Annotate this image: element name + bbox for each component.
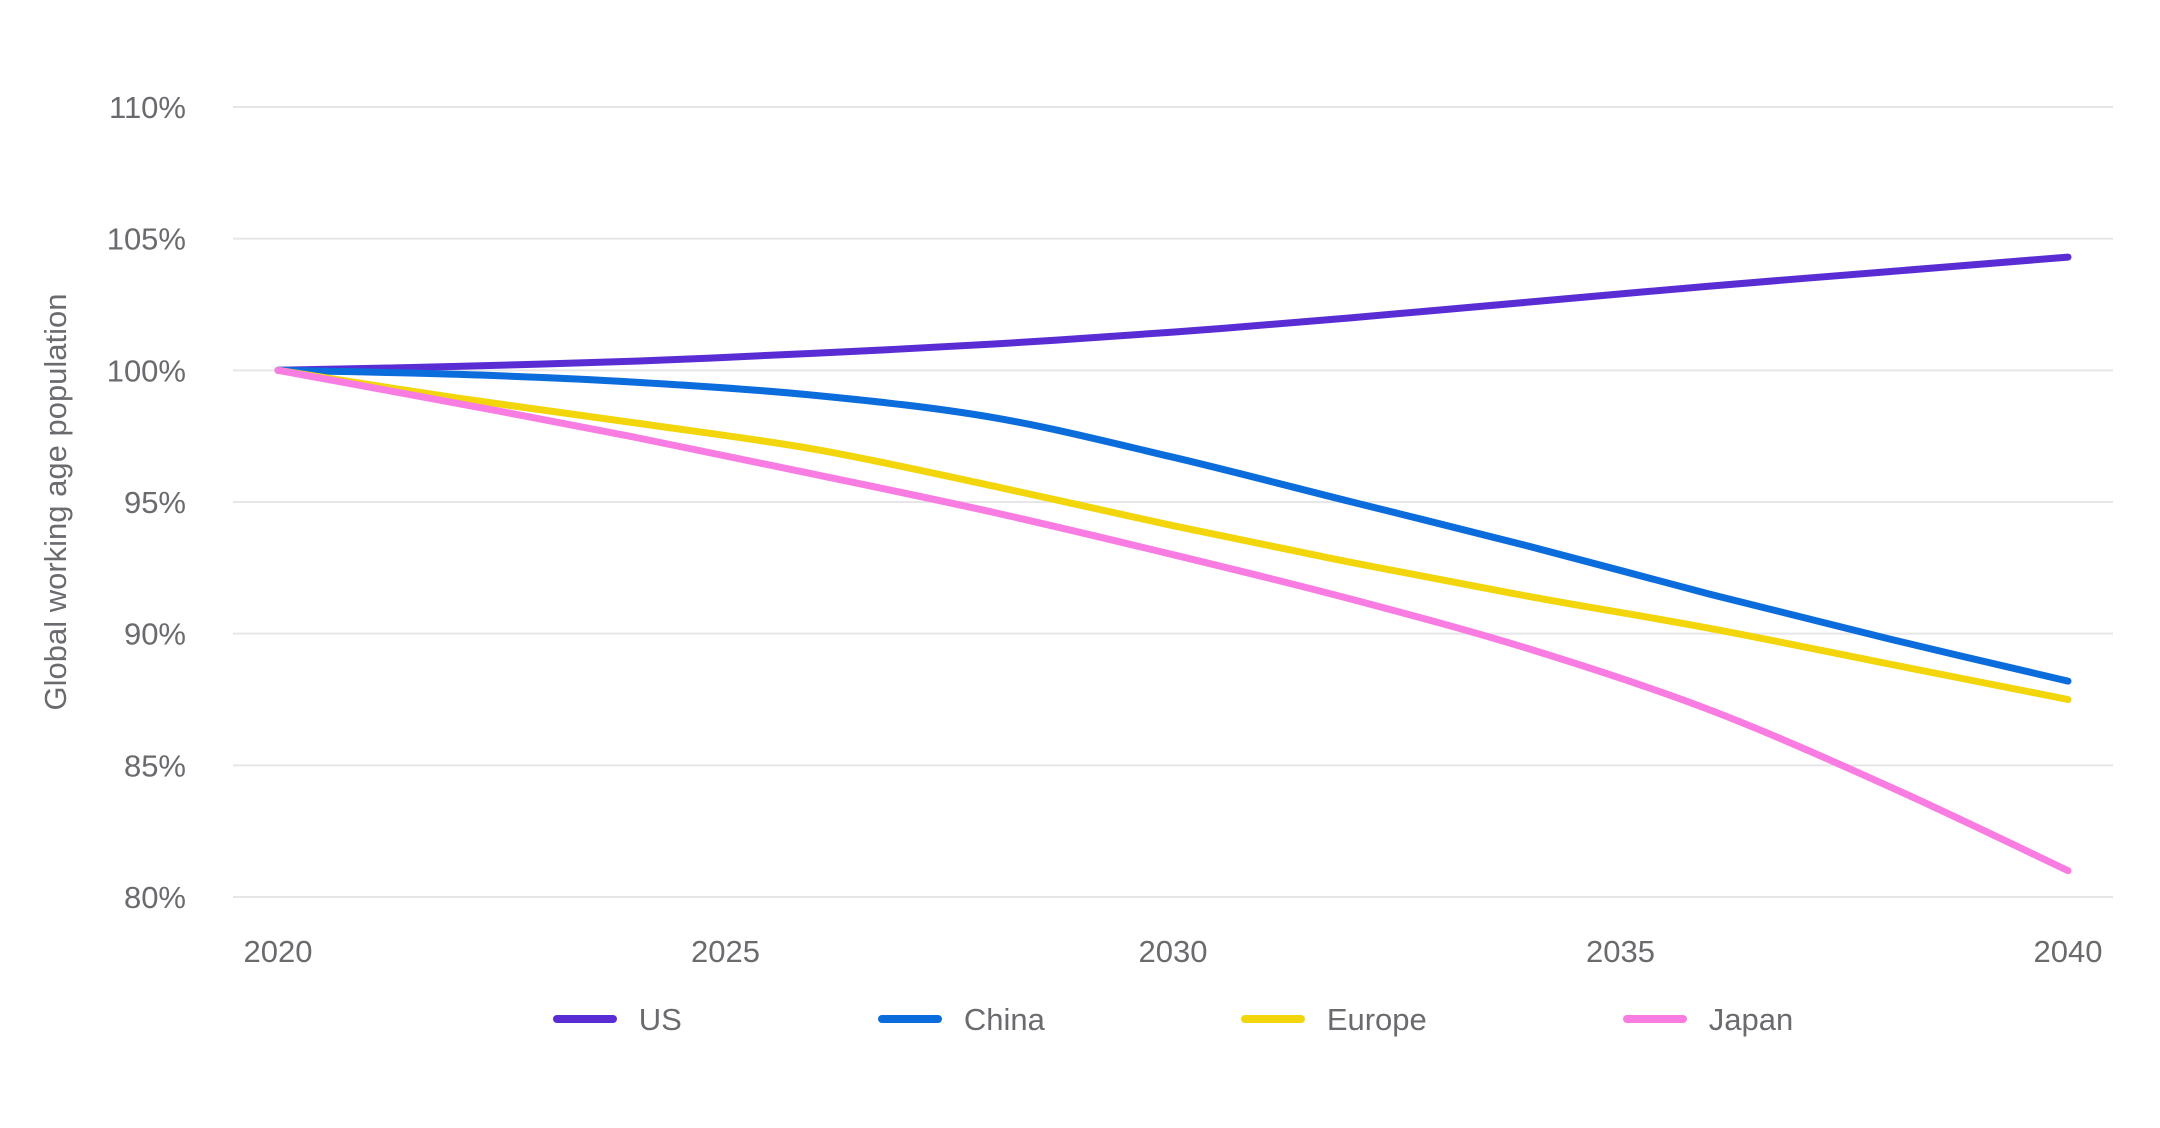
y-axis-tick-labels: 110% 105% 100% 95% 90% 85% 80% (107, 90, 186, 915)
y-tick-label: 105% (107, 222, 186, 257)
y-tick-label: 80% (124, 880, 186, 915)
legend-item-europe[interactable]: Europe (1240, 1001, 1427, 1037)
x-tick-label: 2030 (1139, 934, 1208, 969)
gridlines-group (233, 106, 2113, 898)
legend-swatch-china (877, 1015, 942, 1023)
legend-item-china[interactable]: China (877, 1001, 1045, 1037)
legend-item-us[interactable]: US (552, 1001, 682, 1037)
legend-swatch-europe (1240, 1015, 1305, 1023)
series-line-japan (274, 366, 2072, 875)
y-axis-title: Global working age population (38, 293, 73, 710)
series-line-europe (274, 366, 2072, 703)
x-axis-tick-labels: 2020 2025 2030 2035 2040 (244, 934, 2103, 969)
x-tick-label: 2040 (2034, 934, 2103, 969)
y-tick-label: 110% (109, 90, 186, 125)
x-tick-label: 2035 (1586, 934, 1655, 969)
y-tick-label: 85% (124, 748, 186, 783)
legend-item-japan[interactable]: Japan (1622, 1001, 1794, 1037)
x-tick-label: 2025 (691, 934, 760, 969)
x-tick-label: 2020 (244, 934, 313, 969)
legend-swatch-japan (1622, 1015, 1687, 1023)
series-line-us (274, 253, 2072, 374)
y-tick-label: 95% (124, 485, 186, 520)
y-tick-label: 100% (107, 353, 186, 388)
series-line-china (274, 366, 2072, 685)
legend-label-us: US (638, 1001, 682, 1037)
legend-label-china: China (963, 1001, 1045, 1037)
legend-label-japan: Japan (1708, 1001, 1794, 1037)
series-lines-group (274, 253, 2072, 875)
y-tick-label: 90% (124, 617, 186, 652)
legend-swatch-us (552, 1015, 617, 1023)
legend-label-europe: Europe (1326, 1001, 1427, 1037)
legend: US China Europe Japan (233, 996, 2113, 1042)
